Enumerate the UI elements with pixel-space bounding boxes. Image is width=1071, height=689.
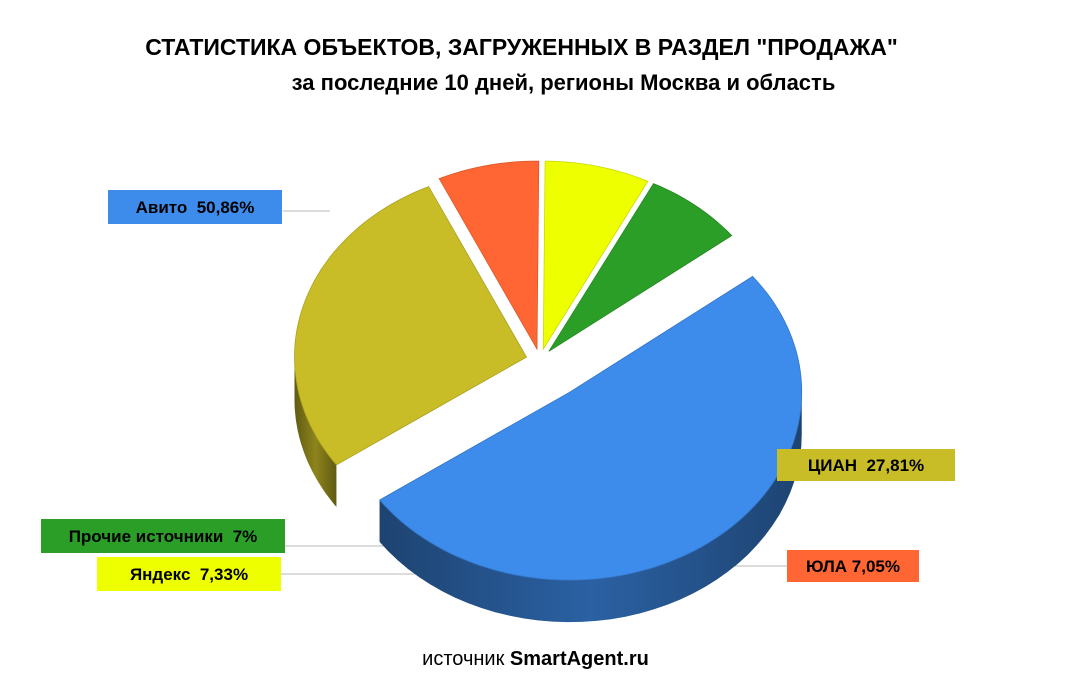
data-label-3: Яндекс 7,33% [130, 565, 248, 584]
pie-side-shade-0 [379, 392, 802, 623]
pie-slice-Авито [379, 275, 803, 581]
data-label-box-2 [787, 550, 919, 582]
data-label-box-4 [41, 519, 285, 553]
data-label-box-0 [108, 190, 282, 224]
data-label-box-3 [97, 557, 281, 591]
pie-side-shade-1 [294, 357, 337, 507]
data-label-4: Прочие источники 7% [69, 527, 258, 546]
pie-slice-ЮЛА [438, 160, 540, 351]
data-label-0: Авито 50,86% [136, 198, 255, 217]
chart-title: СТАТИСТИКА ОБЪЕКТОВ, ЗАГРУЖЕННЫХ В РАЗДЕ… [145, 34, 898, 60]
pie-slice-Яндекс [542, 160, 649, 351]
chart-subtitle: за последние 10 дней, регионы Москва и о… [291, 70, 836, 95]
data-label-1: ЦИАН 27,81% [808, 456, 924, 475]
source-name: SmartAgent.ru [509, 648, 649, 670]
pie-slice-Прочие источники [548, 183, 733, 352]
data-label-box-1 [777, 449, 955, 481]
pie-labels: Авито 50,86% ЦИАН 27,81% ЮЛА 7,05% Яндекс 7… [41, 190, 955, 591]
pie-tops [294, 160, 803, 581]
pie-slice-ЦИАН [294, 186, 528, 466]
source-prefix: источник [422, 648, 505, 670]
source-credit: источник SmartAgent.ru [0, 648, 1071, 671]
data-label-2: ЮЛА 7,05% [806, 557, 900, 576]
